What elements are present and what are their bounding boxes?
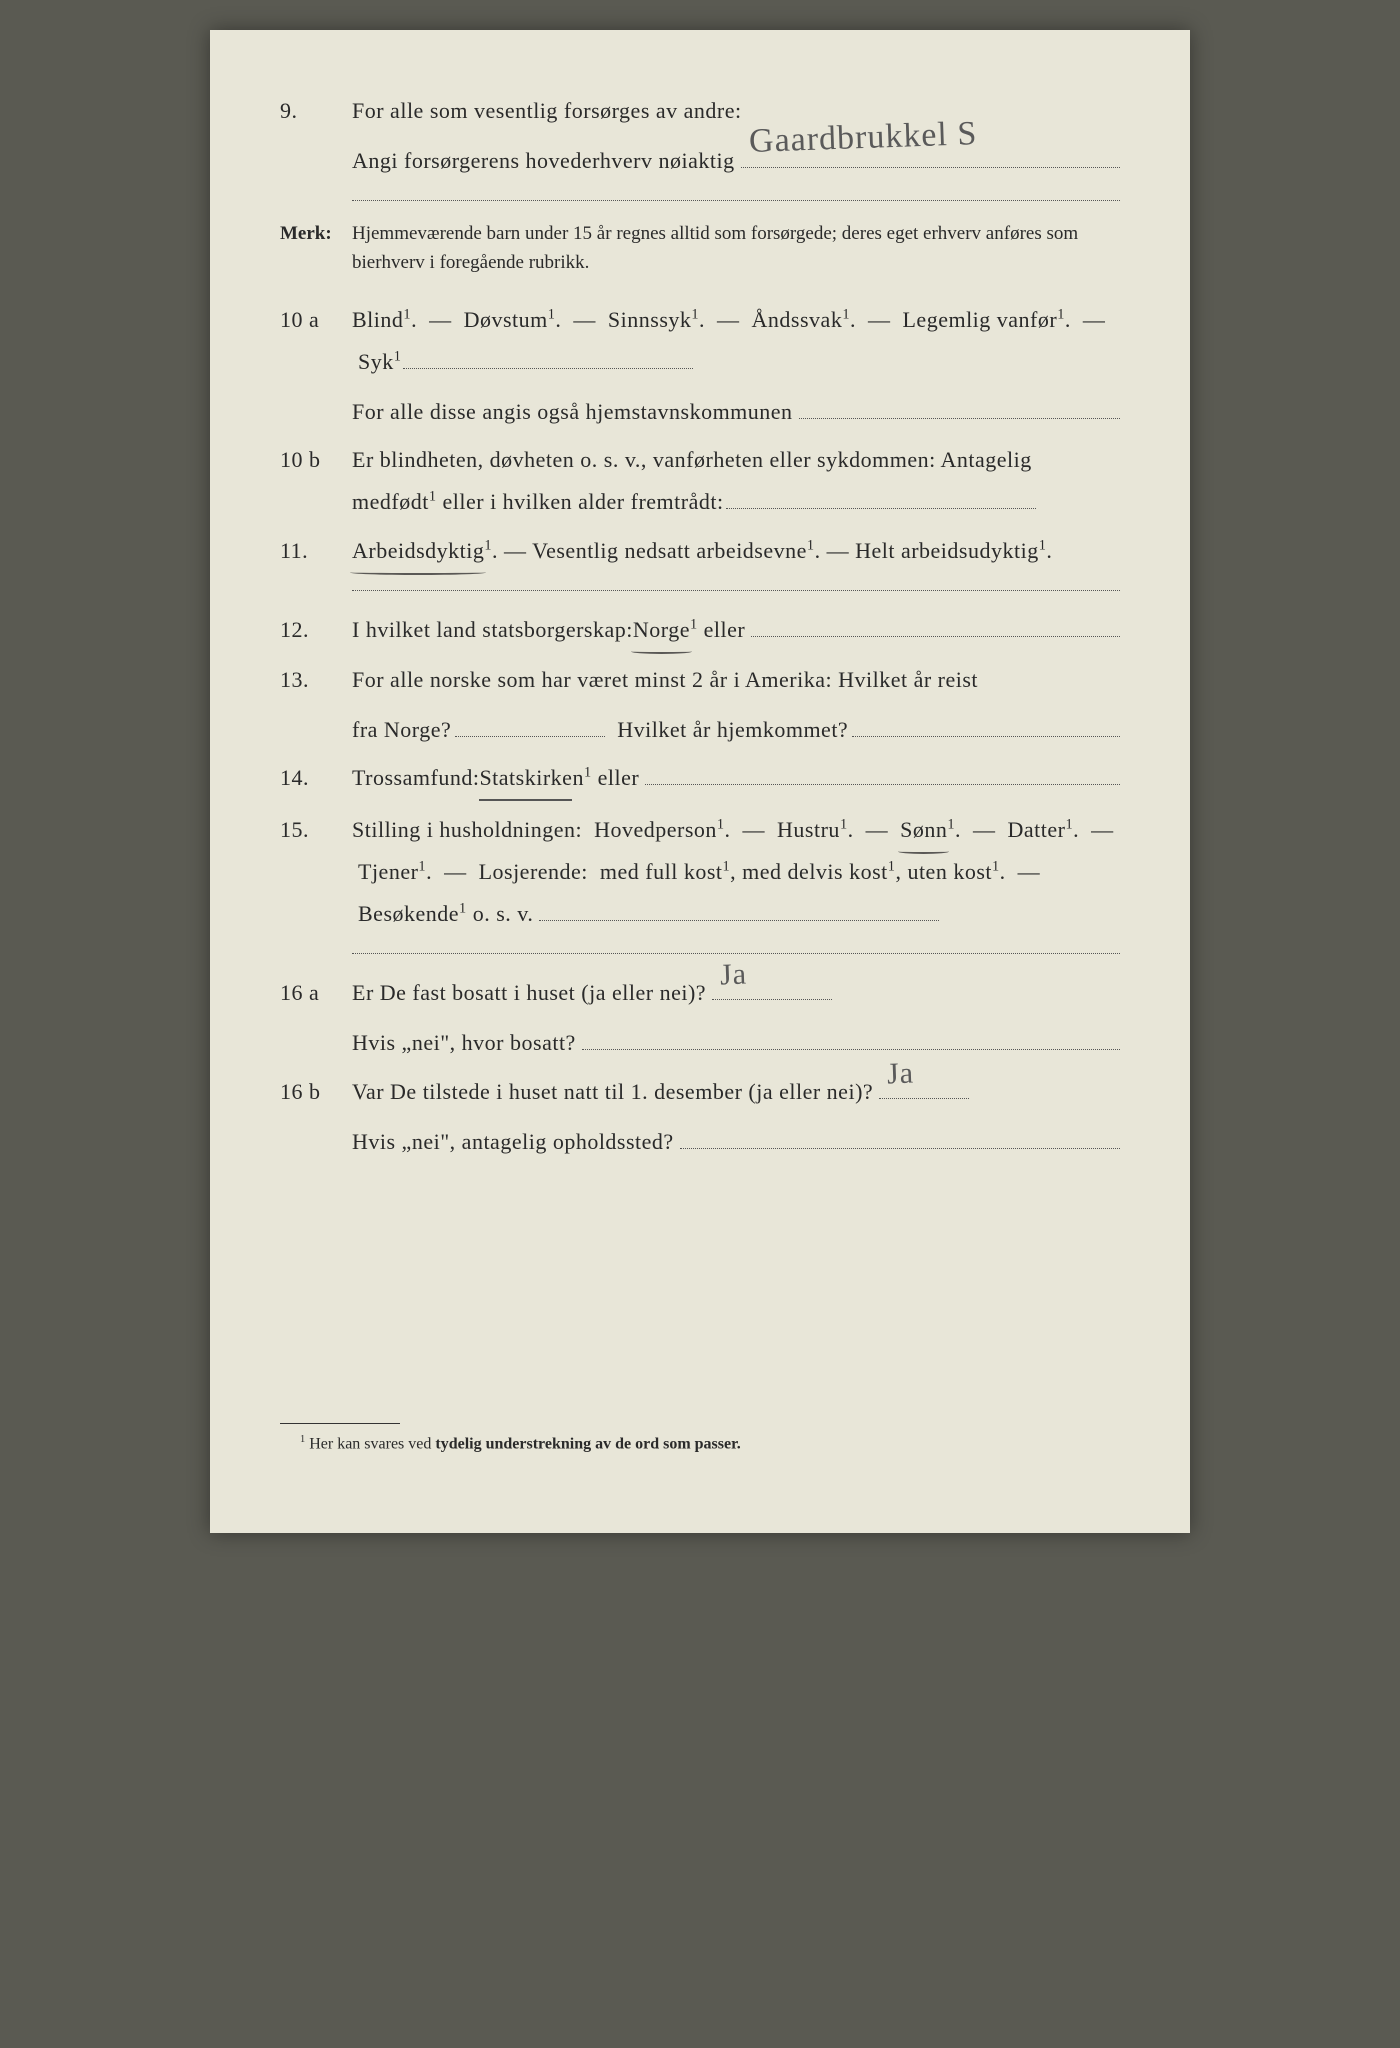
q9-answer-field: Gaardbrukkel S (741, 144, 1120, 168)
q14-underlined: Statskirke (479, 757, 572, 802)
q14-post: n1 eller (572, 757, 639, 799)
q16a-handwritten: Ja (719, 945, 748, 1003)
q11-number: 11. (280, 530, 352, 572)
question-10b: 10 b Er blindheten, døvheten o. s. v., v… (280, 439, 1120, 523)
merk-text: Hjemmeværende barn under 15 år regnes al… (352, 219, 1120, 278)
q11-text: Arbeidsdyktig1. — Vesentlig nedsatt arbe… (352, 530, 1120, 572)
q12-field (751, 613, 1120, 637)
q10a-field2 (799, 395, 1120, 419)
merk-note: Merk: Hjemmeværende barn under 15 år reg… (280, 219, 1120, 278)
q9-number: 9. (280, 90, 352, 132)
q13-field-a (455, 713, 605, 737)
q16b-text: Var De tilstede i huset natt til 1. dese… (352, 1071, 1120, 1113)
question-14: 14. Trossamfund: Statskirke n1 eller (280, 757, 1120, 802)
q16a-field2 (582, 1025, 1120, 1049)
q10b-field (726, 484, 1036, 508)
q16a-text: Er De fast bosatt i huset (ja eller nei)… (352, 972, 1120, 1014)
question-16a: 16 a Er De fast bosatt i huset (ja eller… (280, 972, 1120, 1014)
q15-number: 15. (280, 809, 352, 851)
q13-field-b (852, 713, 1120, 737)
q14-text: Trossamfund: Statskirke n1 eller (352, 757, 1120, 802)
q9-line2: Angi forsørgerens hovederhverv nøiaktig … (352, 140, 1120, 182)
question-10a: 10 a Blind1. — Døvstum1. — Sinnssyk1. — … (280, 299, 1120, 383)
q10a-field (403, 345, 693, 369)
merk-label: Merk: (280, 219, 352, 278)
q9-text: For alle som vesentlig forsørges av andr… (352, 90, 1120, 132)
q15-underlined: Sønn (900, 809, 947, 851)
q10a-text: Blind1. — Døvstum1. — Sinnssyk1. — Åndss… (352, 299, 1120, 383)
q16b-field2 (680, 1125, 1120, 1149)
q14-field (645, 760, 1120, 784)
question-9: 9. For alle som vesentlig forsørges av a… (280, 90, 1120, 132)
question-13: 13. For alle norske som har været minst … (280, 659, 1120, 701)
q16b-handwritten: Ja (886, 1045, 915, 1103)
q14-pre: Trossamfund: (352, 757, 479, 799)
divider (352, 590, 1120, 591)
q13-line2-row: fra Norge? Hvilket år hjemkommet? (352, 709, 1120, 751)
q10b-number: 10 b (280, 439, 352, 481)
q13-part-a: fra Norge? (352, 709, 451, 751)
question-12: 12. I hvilket land statsborgerskap: Norg… (280, 609, 1120, 651)
q16b-number: 16 b (280, 1071, 352, 1113)
question-16b: 16 b Var De tilstede i huset natt til 1.… (280, 1071, 1120, 1113)
q16a-q: Er De fast bosatt i huset (ja eller nei)… (352, 972, 706, 1014)
document-page: 9. For alle som vesentlig forsørges av a… (210, 30, 1190, 1533)
q12-text: I hvilket land statsborgerskap: Norge 1 … (352, 609, 1120, 651)
q10a-line2-row: For alle disse angis også hjemstavnskomm… (352, 391, 1120, 433)
q15-field (539, 897, 939, 921)
q11-rest: 1. — Vesentlig nedsatt arbeidsevne1. — H… (484, 538, 1052, 563)
q16b-line2: Hvis „nei", antagelig opholdssted? (352, 1121, 674, 1163)
q16b-line2-row: Hvis „nei", antagelig opholdssted? (352, 1121, 1120, 1163)
q14-number: 14. (280, 757, 352, 799)
question-15: 15. Stilling i husholdningen: Hovedperso… (280, 809, 1120, 934)
footnote-text: Her kan svares ved tydelig understreknin… (309, 1435, 741, 1452)
q16b-field: Ja (879, 1075, 969, 1099)
footnote: 1 Her kan svares ved tydelig understrekn… (300, 1434, 1120, 1453)
footnote-rule (280, 1423, 400, 1424)
footnote-num: 1 (300, 1434, 305, 1445)
q11-opt1-underlined: Arbeidsdyktig (352, 530, 484, 572)
q12-number: 12. (280, 609, 352, 651)
q13-part-b: Hvilket år hjemkommet? (617, 709, 848, 751)
q16a-line2: Hvis „nei", hvor bosatt? (352, 1022, 576, 1064)
q10a-line2: For alle disse angis også hjemstavnskomm… (352, 391, 793, 433)
q9-handwritten: Gaardbrukkel S (748, 102, 978, 175)
q9-line1: For alle som vesentlig forsørges av andr… (352, 98, 742, 123)
q16a-field: Ja (712, 976, 832, 1000)
q13-line1: For alle norske som har været minst 2 år… (352, 667, 978, 692)
q12-post: 1 eller (690, 609, 745, 651)
q12-pre: I hvilket land statsborgerskap: (352, 609, 633, 651)
q13-number: 13. (280, 659, 352, 701)
q16a-line2-row: Hvis „nei", hvor bosatt? (352, 1022, 1120, 1064)
q10a-number: 10 a (280, 299, 352, 341)
q10b-text: Er blindheten, døvheten o. s. v., vanfør… (352, 439, 1120, 523)
q9-line2-pre: Angi forsørgerens hovederhverv nøiaktig (352, 140, 735, 182)
q12-underlined: Norge (633, 609, 690, 651)
q15-text: Stilling i husholdningen: Hovedperson1. … (352, 809, 1120, 934)
q13-text: For alle norske som har været minst 2 år… (352, 659, 1120, 701)
question-11: 11. Arbeidsdyktig1. — Vesentlig nedsatt … (280, 530, 1120, 572)
q16a-number: 16 a (280, 972, 352, 1014)
q16b-q: Var De tilstede i huset natt til 1. dese… (352, 1071, 873, 1113)
divider (352, 200, 1120, 201)
